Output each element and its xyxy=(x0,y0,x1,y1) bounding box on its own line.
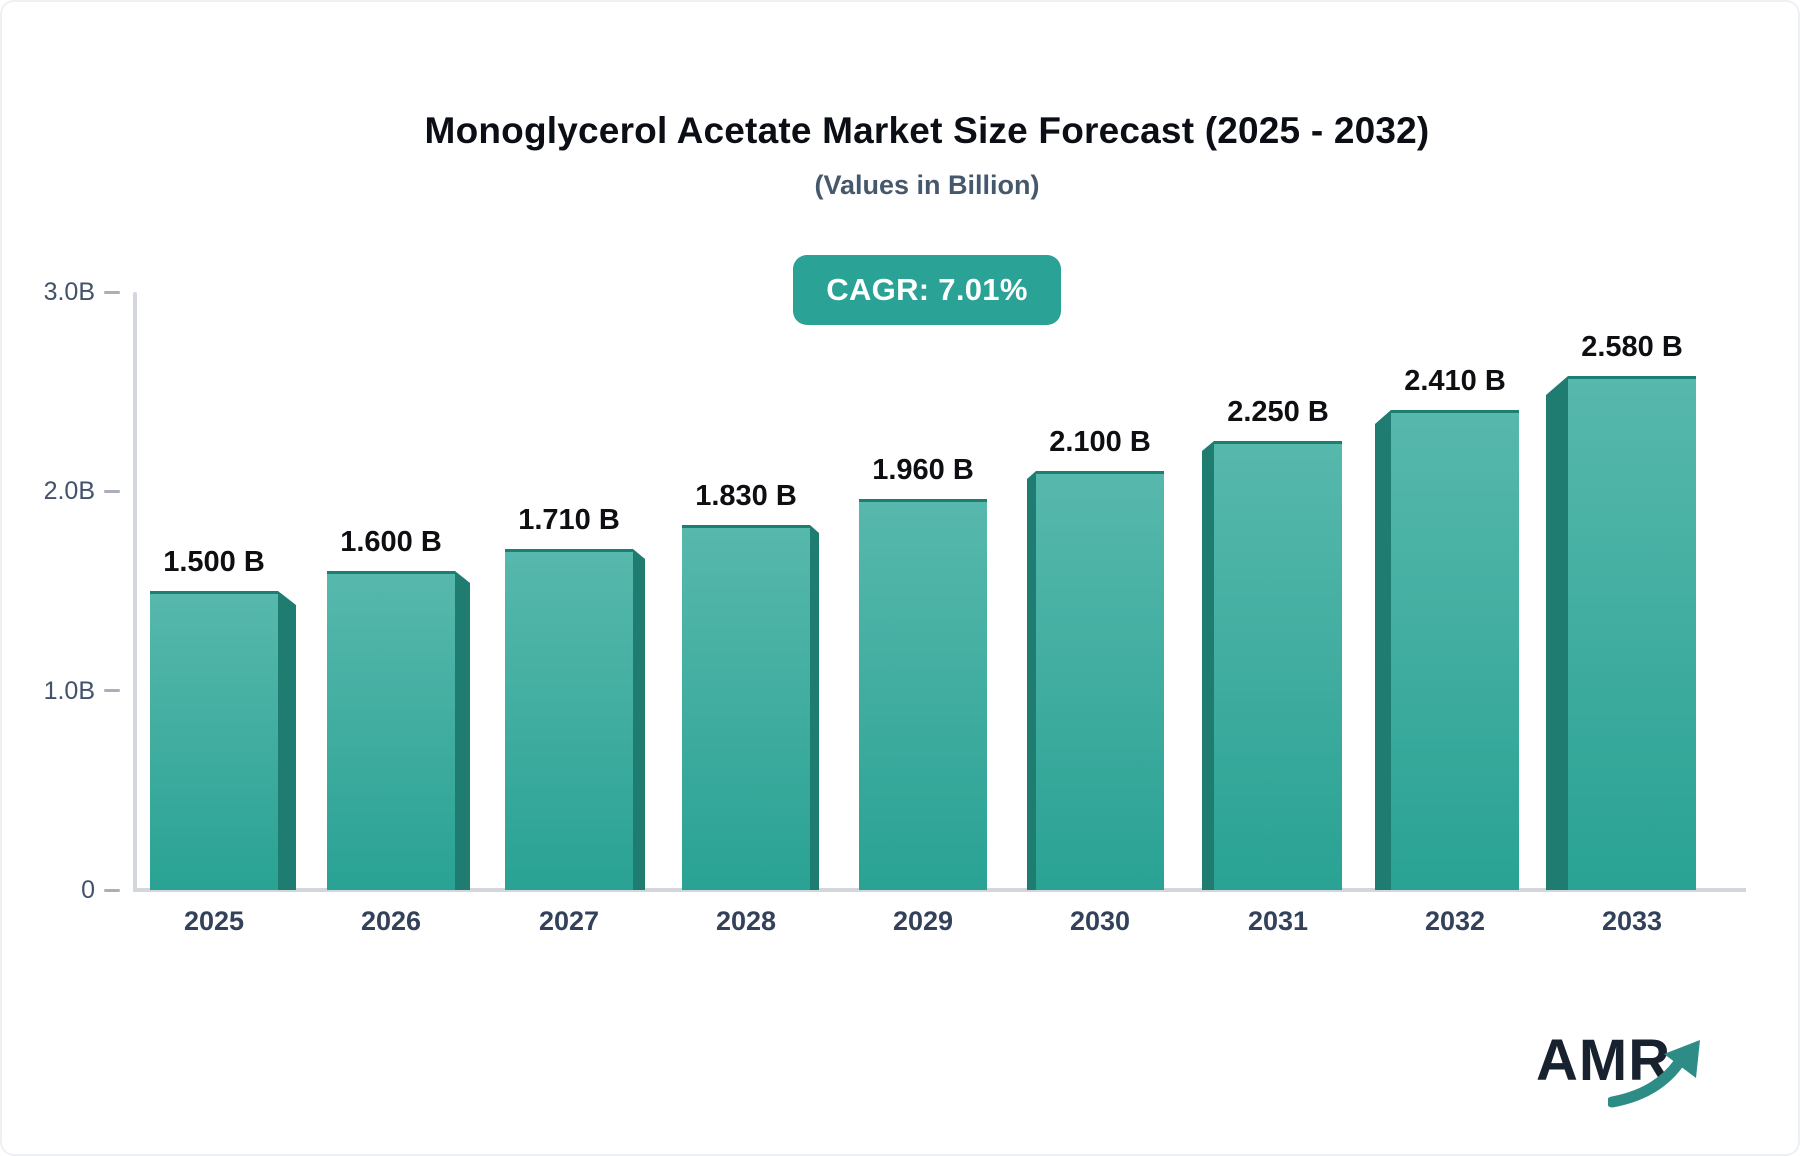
y-axis-label-0: 0 xyxy=(81,876,95,904)
bar-2031 xyxy=(1214,441,1342,890)
bar-value-label-2029: 1.960 B xyxy=(872,454,974,486)
bar-side-2026 xyxy=(455,571,470,890)
amr-logo-text: AMR xyxy=(1536,1028,1672,1093)
x-axis-label-2033: 2033 xyxy=(1601,906,1663,936)
bar-side-2030 xyxy=(1027,471,1036,890)
plot-area: 3.0B 2.0B 1.0B 0 1.500 B 2025 1.600 B 2026 1.710… xyxy=(44,278,1746,936)
y-axis-label-3.0B: 3.0B xyxy=(43,278,95,306)
bar-2029 xyxy=(859,499,987,890)
y-axis-label-2.0B: 2.0B xyxy=(43,477,95,506)
bar-side-2027 xyxy=(633,549,645,890)
y-axis-line xyxy=(133,292,137,890)
x-axis-label-2025: 2025 xyxy=(183,906,245,936)
y-tick-1.0B xyxy=(104,689,120,693)
y-axis-label-1.0B: 1.0B xyxy=(43,676,95,705)
logo-arrow-icon xyxy=(1608,1040,1700,1108)
x-axis-line xyxy=(133,888,1746,892)
cagr-label: CAGR: 7.01% xyxy=(826,272,1028,307)
bar-2030 xyxy=(1036,471,1164,890)
y-tick-3.0B xyxy=(104,290,120,294)
x-axis-label-2031: 2031 xyxy=(1247,906,1309,936)
bar-side-2028 xyxy=(810,525,819,890)
bar-2032 xyxy=(1391,410,1519,890)
bar-value-label-2028: 1.830 B xyxy=(695,480,797,512)
bar-2028 xyxy=(682,525,810,890)
x-axis-label-2026: 2026 xyxy=(360,906,422,936)
bar-2027 xyxy=(505,549,633,890)
bar-side-2031 xyxy=(1202,441,1214,890)
chart-title: Monoglycerol Acetate Market Size Forecas… xyxy=(424,110,1430,151)
y-tick-2.0B xyxy=(104,489,120,493)
x-axis-label-2029: 2029 xyxy=(892,906,954,936)
bar-value-label-2032: 2.410 B xyxy=(1404,365,1506,397)
bar-value-label-2026: 1.600 B xyxy=(340,526,442,558)
bar-side-2025 xyxy=(278,591,296,890)
chart-subtitle: (Values in Billion) xyxy=(814,170,1040,200)
bar-side-2032 xyxy=(1375,410,1391,890)
bar-value-label-2031: 2.250 B xyxy=(1227,396,1329,428)
bar-2026 xyxy=(327,571,455,890)
x-axis-label-2032: 2032 xyxy=(1424,906,1486,936)
bar-side-2033 xyxy=(1546,376,1568,890)
bar-value-label-2027: 1.710 B xyxy=(518,504,620,536)
bar-value-label-2025: 1.500 B xyxy=(163,546,265,578)
bar-value-label-2030: 2.100 B xyxy=(1049,426,1151,458)
bar-2033 xyxy=(1568,376,1696,890)
x-axis-label-2027: 2027 xyxy=(538,906,600,936)
x-axis-label-2028: 2028 xyxy=(715,906,777,936)
x-axis-label-2030: 2030 xyxy=(1069,906,1131,936)
y-tick-0 xyxy=(104,888,120,892)
bar-value-label-2033: 2.580 B xyxy=(1581,331,1683,363)
cagr-badge: CAGR: 7.01% xyxy=(793,255,1061,325)
bar-2025 xyxy=(150,591,278,890)
